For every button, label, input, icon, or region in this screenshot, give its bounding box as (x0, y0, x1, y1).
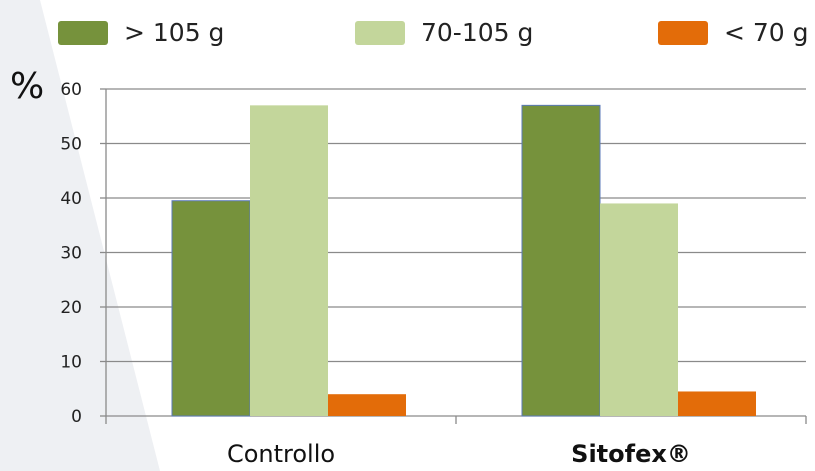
bar (250, 105, 328, 416)
x-category-label: Sitofex® (571, 440, 691, 468)
y-tick-label: 0 (71, 407, 82, 427)
y-tick-label: 10 (60, 353, 82, 373)
bar (171, 200, 251, 417)
y-tick-label: 30 (60, 244, 82, 264)
legend-item-lt70: < 70 g (658, 18, 809, 47)
bar (521, 104, 601, 417)
bar (328, 394, 406, 416)
legend-swatch-70-105 (355, 20, 405, 45)
legend-label-70-105: 70-105 g (421, 18, 534, 47)
y-tick-label: 20 (60, 298, 82, 318)
bar (600, 203, 678, 416)
legend-label-gt105: > 105 g (124, 18, 225, 47)
y-tick-label: 50 (60, 135, 82, 155)
y-tick-label: 60 (60, 80, 82, 100)
y-axis-label: % (10, 66, 45, 107)
legend-swatch-lt70 (658, 20, 708, 45)
y-tick-label: 40 (60, 189, 82, 209)
legend-item-70-105: 70-105 g (355, 18, 533, 47)
legend-swatch-gt105 (58, 20, 108, 45)
legend-item-gt105: > 105 g (58, 18, 224, 47)
legend-label-lt70: < 70 g (724, 18, 809, 47)
x-category-label: Controllo (227, 440, 335, 468)
bar (678, 391, 756, 416)
legend: > 105 g 70-105 g < 70 g (0, 18, 815, 58)
